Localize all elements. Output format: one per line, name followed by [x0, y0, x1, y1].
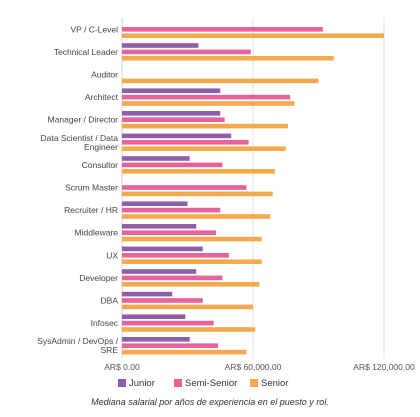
- bar-senior-2: [122, 78, 319, 84]
- category-label-4: Manager / Director: [48, 115, 119, 125]
- bar-junior-11: [122, 269, 197, 274]
- bar-junior-10: [122, 246, 203, 252]
- legend-swatch-senior: [250, 379, 258, 387]
- category-label-12: DBA: [101, 296, 119, 306]
- category-label-10: UX: [106, 250, 118, 260]
- category-label-11: Developer: [79, 273, 118, 283]
- bar-semi-senior-12: [122, 298, 203, 303]
- bar-senior-0: [122, 33, 384, 38]
- bar-senior-13: [122, 327, 256, 332]
- legend-swatch-semi-senior: [174, 379, 182, 387]
- bar-semi-senior-14: [122, 343, 219, 348]
- bar-semi-senior-3: [122, 94, 291, 100]
- category-label-1: Technical Leader: [54, 47, 118, 57]
- bar-senior-1: [122, 56, 334, 61]
- bar-junior-5: [122, 133, 232, 139]
- bar-junior-8: [122, 201, 188, 206]
- legend-label-junior: Junior: [129, 378, 155, 389]
- bar-senior-5: [122, 146, 286, 151]
- bar-semi-senior-13: [122, 320, 214, 326]
- x-tick-label-0: AR$ 0.00: [104, 362, 140, 372]
- category-label-9: Middleware: [75, 228, 119, 238]
- category-label-2: Auditor: [91, 70, 118, 80]
- bar-senior-11: [122, 282, 260, 287]
- bar-junior-6: [122, 156, 190, 161]
- bar-senior-10: [122, 259, 262, 264]
- bar-senior-3: [122, 101, 295, 106]
- bar-semi-senior-10: [122, 253, 229, 258]
- bar-semi-senior-5: [122, 140, 249, 145]
- bar-junior-3: [122, 88, 221, 93]
- bar-semi-senior-1: [122, 49, 251, 55]
- bar-semi-senior-7: [122, 185, 247, 190]
- legend: Junior Semi-Senior Senior: [118, 378, 288, 389]
- bar-semi-senior-8: [122, 207, 221, 213]
- bar-senior-6: [122, 169, 275, 174]
- bar-junior-12: [122, 291, 173, 297]
- category-label-14: SysAdmin / DevOps / SRE: [37, 336, 118, 355]
- category-label-7: Scrum Master: [65, 183, 118, 193]
- category-label-5: Data Scientist / Data Engineer: [41, 133, 119, 152]
- category-label-3: Architect: [85, 92, 119, 102]
- bar-senior-9: [122, 236, 262, 242]
- bar-semi-senior-0: [122, 27, 323, 32]
- category-labels: VP / C-Level Technical Leader Auditor Archi…: [37, 24, 119, 355]
- category-label-13: Infosec: [91, 318, 119, 328]
- bar-semi-senior-6: [122, 162, 223, 168]
- x-tick-labels: AR$ 0.00 AR$ 60,000.00 AR$ 120,000.00: [104, 362, 415, 372]
- bar-junior-9: [122, 224, 197, 229]
- legend-label-semi-senior: Semi-Senior: [185, 378, 237, 389]
- category-label-6: Consultor: [82, 160, 119, 170]
- category-label-0: VP / C-Level: [70, 24, 118, 34]
- bar-junior-4: [122, 111, 221, 116]
- bar-senior-4: [122, 123, 288, 129]
- bar-senior-8: [122, 214, 271, 219]
- bar-semi-senior-11: [122, 275, 223, 281]
- chart-caption: Mediana salarial por años de experiencia…: [91, 397, 329, 407]
- legend-label-senior: Senior: [261, 378, 288, 389]
- bar-junior-13: [122, 314, 186, 319]
- bar-senior-7: [122, 191, 273, 197]
- bar-senior-12: [122, 304, 253, 310]
- legend-swatch-junior: [118, 379, 126, 387]
- bars: [122, 27, 384, 355]
- bar-junior-1: [122, 43, 199, 48]
- bar-senior-14: [122, 349, 247, 355]
- x-tick-label-2: AR$ 120,000.00: [353, 362, 415, 372]
- x-tick-label-1: AR$ 60,000.00: [225, 362, 282, 372]
- category-label-8: Recruiter / HR: [64, 205, 118, 215]
- bar-junior-14: [122, 337, 190, 342]
- bar-semi-senior-9: [122, 230, 216, 235]
- bar-semi-senior-4: [122, 117, 225, 122]
